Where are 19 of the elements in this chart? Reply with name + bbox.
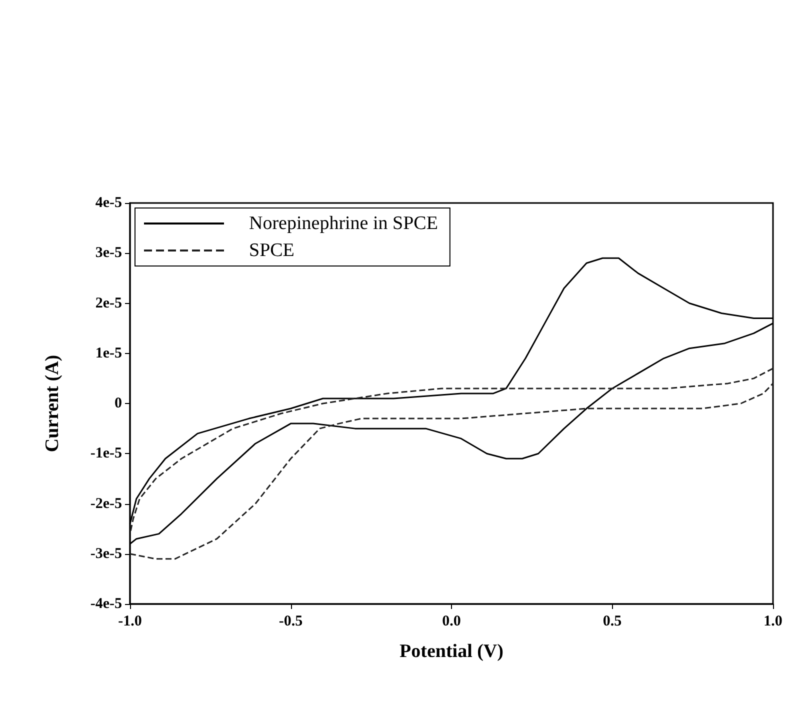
x-axis-title: Potential (V)	[400, 641, 504, 662]
line-series	[129, 382, 774, 560]
x-tick-label: -0.5	[278, 614, 303, 630]
y-tick-label: 4e-5	[95, 195, 122, 211]
y-tick-label: -1e-5	[90, 446, 122, 462]
y-tick-label: -3e-5	[90, 546, 122, 562]
legend-label: Norepinephrine in SPCE	[249, 213, 438, 234]
y-tick-label: 0	[114, 396, 122, 412]
y-axis-title: Current (A)	[42, 354, 63, 452]
x-tick-label: 0.0	[442, 614, 461, 630]
x-tick-label: 1.0	[764, 614, 782, 630]
y-tick-label: 3e-5	[95, 245, 122, 262]
y-tick-label: 2e-5	[95, 295, 122, 312]
x-tick-label: -1.0	[118, 614, 142, 630]
y-tick-label: 1e-5	[95, 345, 122, 362]
x-tick-label: 0.5	[602, 614, 622, 630]
y-tick-label: -2e-5	[90, 496, 122, 512]
y-tick-label: -4e-5	[90, 596, 122, 612]
legend-label: SPCE	[249, 240, 294, 261]
